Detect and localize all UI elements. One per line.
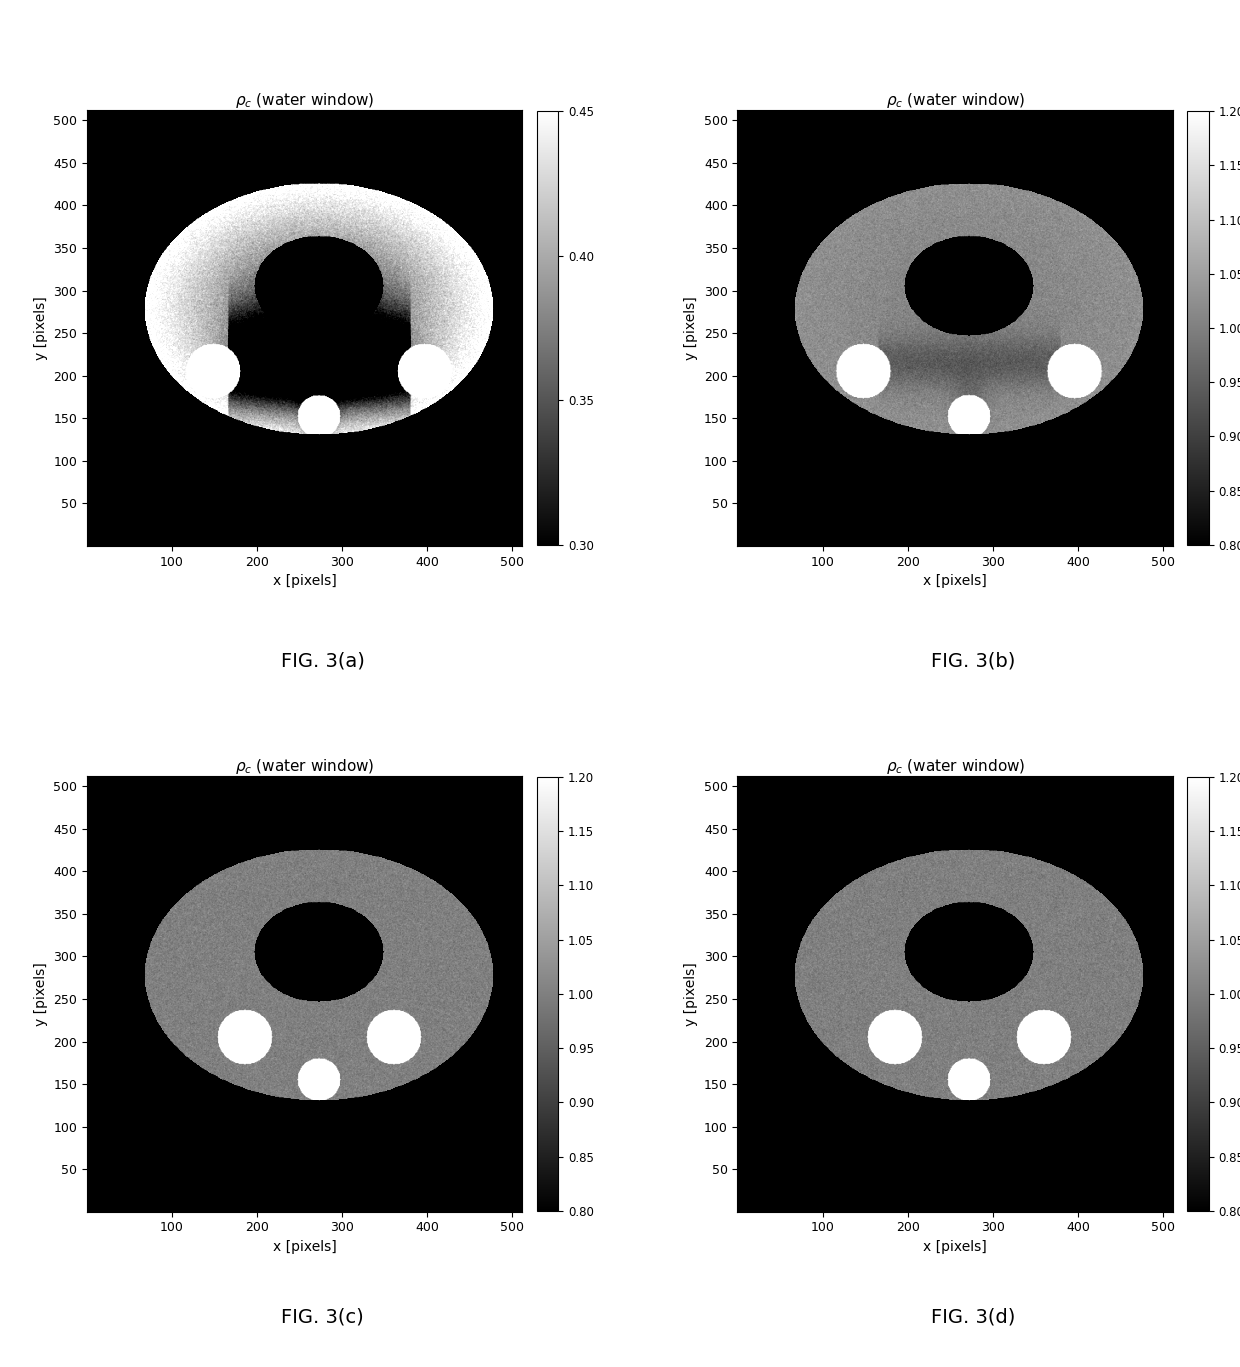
Text: FIG. 3(d): FIG. 3(d) [931,1308,1016,1326]
Title: $\rho_c$ (water window): $\rho_c$ (water window) [234,756,374,775]
Title: $\rho_c$ (water window): $\rho_c$ (water window) [885,756,1025,775]
Text: FIG. 3(b): FIG. 3(b) [931,652,1016,670]
X-axis label: x [pixels]: x [pixels] [273,574,336,588]
Title: $\rho_c$ (water window): $\rho_c$ (water window) [234,90,374,109]
Title: $\rho_c$ (water window): $\rho_c$ (water window) [885,90,1025,109]
X-axis label: x [pixels]: x [pixels] [273,1240,336,1254]
Y-axis label: y [pixels]: y [pixels] [33,962,47,1025]
Text: FIG. 3(c): FIG. 3(c) [281,1308,363,1326]
Y-axis label: y [pixels]: y [pixels] [684,297,698,360]
Y-axis label: y [pixels]: y [pixels] [684,962,698,1025]
X-axis label: x [pixels]: x [pixels] [924,574,987,588]
Y-axis label: y [pixels]: y [pixels] [33,297,47,360]
Text: FIG. 3(a): FIG. 3(a) [280,652,365,670]
X-axis label: x [pixels]: x [pixels] [924,1240,987,1254]
